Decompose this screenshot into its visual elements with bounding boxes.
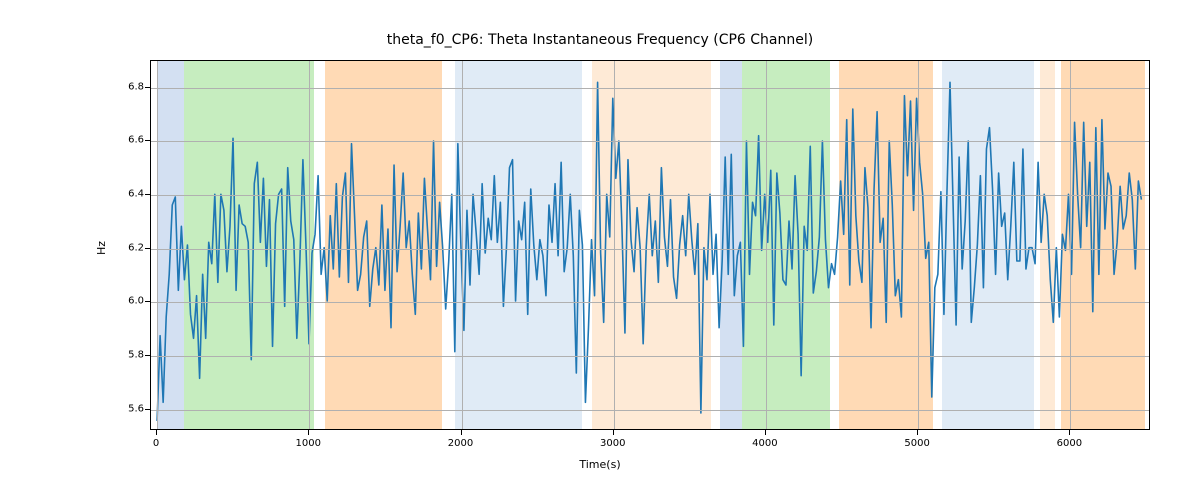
x-axis-label: Time(s) [0, 458, 1200, 471]
y-tick-label: 5.8 [116, 349, 144, 360]
x-tick-mark [917, 430, 918, 435]
x-tick-label: 2000 [448, 438, 473, 449]
x-gridline [614, 61, 615, 429]
x-tick-label: 6000 [1057, 438, 1082, 449]
x-gridline [309, 61, 310, 429]
y-tick-label: 6.8 [116, 81, 144, 92]
y-gridline [151, 88, 1149, 89]
y-tick-mark [145, 140, 150, 141]
y-tick-mark [145, 194, 150, 195]
y-tick-mark [145, 409, 150, 410]
y-tick-mark [145, 87, 150, 88]
y-gridline [151, 141, 1149, 142]
x-tick-mark [1069, 430, 1070, 435]
x-gridline [766, 61, 767, 429]
x-tick-label: 1000 [296, 438, 321, 449]
x-tick-mark [765, 430, 766, 435]
y-gridline [151, 356, 1149, 357]
plot-area [150, 60, 1150, 430]
y-axis-label: Hz [95, 241, 108, 255]
x-tick-label: 3000 [600, 438, 625, 449]
y-tick-mark [145, 355, 150, 356]
x-gridline [918, 61, 919, 429]
y-gridline [151, 302, 1149, 303]
y-gridline [151, 195, 1149, 196]
y-tick-label: 6.6 [116, 135, 144, 146]
x-tick-mark [461, 430, 462, 435]
x-gridline [1070, 61, 1071, 429]
y-tick-label: 6.4 [116, 189, 144, 200]
line-chart-figure: theta_f0_CP6: Theta Instantaneous Freque… [0, 0, 1200, 500]
y-tick-label: 6.0 [116, 296, 144, 307]
line-path [157, 82, 1141, 421]
y-gridline [151, 410, 1149, 411]
y-tick-mark [145, 248, 150, 249]
line-series [151, 61, 1149, 429]
x-tick-label: 0 [153, 438, 159, 449]
y-tick-label: 6.2 [116, 242, 144, 253]
y-tick-mark [145, 301, 150, 302]
x-tick-label: 5000 [904, 438, 929, 449]
x-tick-label: 4000 [752, 438, 777, 449]
x-gridline [462, 61, 463, 429]
x-tick-mark [613, 430, 614, 435]
x-tick-mark [156, 430, 157, 435]
x-gridline [157, 61, 158, 429]
chart-title: theta_f0_CP6: Theta Instantaneous Freque… [0, 32, 1200, 48]
y-gridline [151, 249, 1149, 250]
y-tick-label: 5.6 [116, 403, 144, 414]
x-tick-mark [308, 430, 309, 435]
